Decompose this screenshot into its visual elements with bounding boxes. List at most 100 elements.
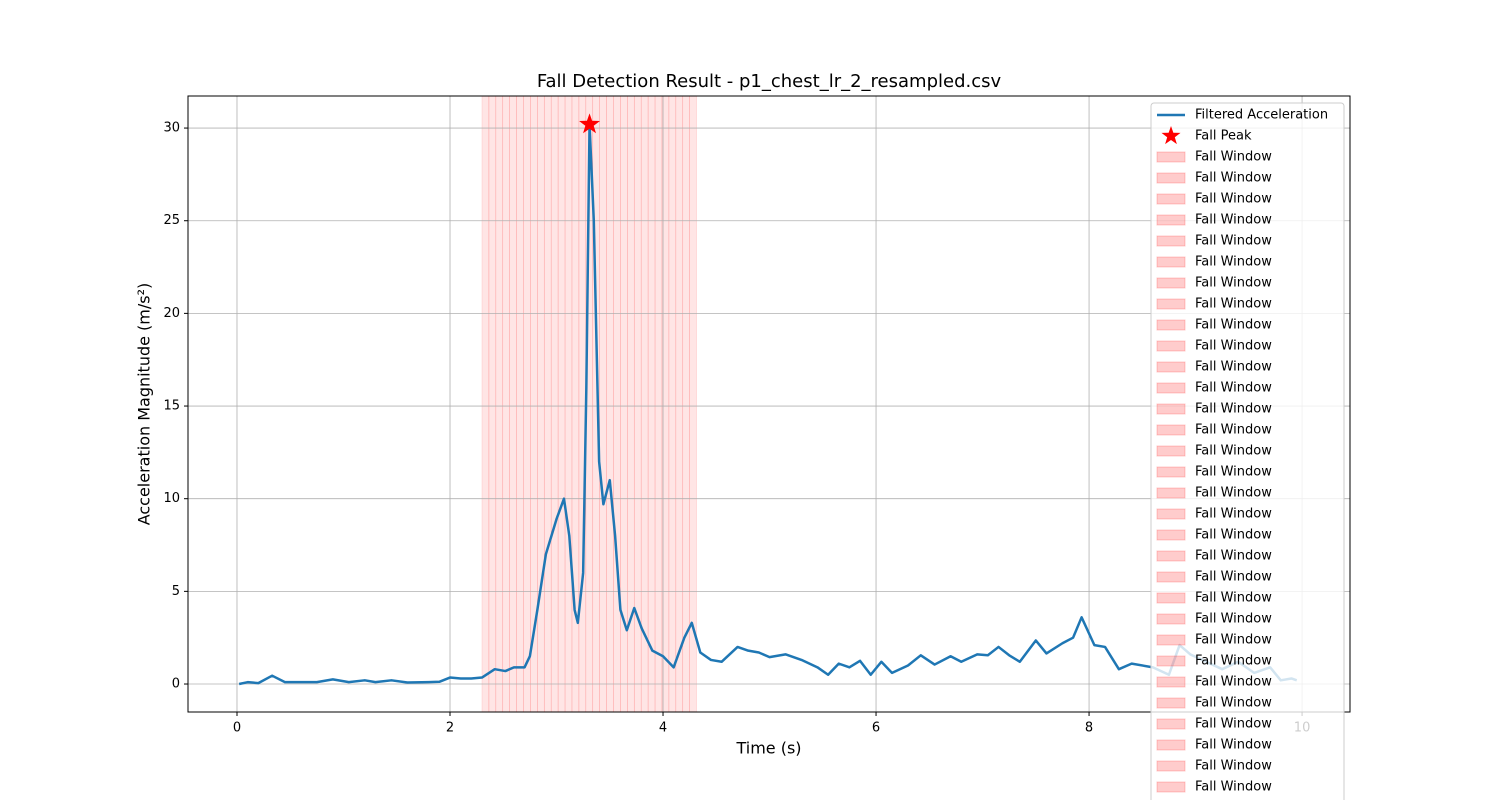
- legend-label: Fall Window: [1195, 780, 1272, 795]
- legend-label: Fall Window: [1195, 696, 1272, 711]
- legend-swatch: [1156, 571, 1186, 583]
- legend-label: Fall Window: [1195, 570, 1272, 585]
- y-tick-label: 0: [172, 677, 180, 692]
- legend-label: Fall Window: [1195, 276, 1272, 291]
- legend-swatch: [1156, 235, 1186, 247]
- legend-swatch: [1156, 172, 1186, 184]
- x-axis-label: Time (s): [735, 739, 801, 758]
- x-tick-label: 6: [872, 721, 880, 736]
- fall-window: [481, 95, 490, 713]
- y-tick-label: 25: [163, 213, 180, 228]
- legend-swatch: [1156, 466, 1186, 478]
- legend-swatch: [1156, 508, 1186, 520]
- plot-frame: [187, 95, 1351, 713]
- legend-star: [1161, 126, 1181, 145]
- legend-swatch: [1156, 760, 1186, 772]
- legend-swatch: [1156, 655, 1186, 667]
- legend-swatch: [1156, 424, 1186, 436]
- x-tick-label: 4: [659, 721, 667, 736]
- chart-title: Fall Detection Result - p1_chest_lr_2_re…: [537, 71, 1002, 92]
- legend-swatch: [1156, 403, 1186, 415]
- legend-swatch: [1156, 277, 1186, 289]
- legend-label: Fall Window: [1195, 507, 1272, 522]
- legend-label: Fall Window: [1195, 150, 1272, 165]
- legend-swatch: [1156, 718, 1186, 730]
- legend-label: Fall Window: [1195, 591, 1272, 606]
- fall-window: [488, 95, 497, 713]
- y-tick-label: 10: [163, 491, 180, 506]
- legend-label: Fall Window: [1195, 318, 1272, 333]
- legend-box: [1150, 102, 1345, 800]
- legend-swatch: [1156, 550, 1186, 562]
- legend-label: Fall Window: [1195, 255, 1272, 270]
- fall-window: [682, 95, 690, 713]
- line: [238, 123, 1298, 686]
- legend-swatch: [1156, 445, 1186, 457]
- legend-swatch: [1156, 781, 1186, 793]
- y-axis-label: Acceleration Magnitude (m/s²): [135, 283, 154, 526]
- legend-label: Fall Window: [1195, 339, 1272, 354]
- legend-swatch: [1156, 634, 1186, 646]
- legend-swatch: [1156, 298, 1186, 310]
- legend-swatch: [1156, 214, 1186, 226]
- x-tick-label: 0: [233, 721, 241, 736]
- legend-label: Fall Window: [1195, 360, 1272, 375]
- legend-swatch: [1156, 151, 1186, 163]
- fall-window: [516, 95, 524, 713]
- legend-label: Fall Window: [1195, 759, 1272, 774]
- legend-label: Fall Window: [1195, 213, 1272, 228]
- legend-swatch: [1156, 697, 1186, 709]
- legend-label: Filtered Acceleration: [1195, 108, 1328, 123]
- legend-swatch: [1156, 487, 1186, 499]
- legend-label: Fall Window: [1195, 423, 1272, 438]
- y-tick-label: 20: [163, 306, 180, 321]
- legend-label: Fall Window: [1195, 444, 1272, 459]
- fall-window: [578, 95, 587, 713]
- legend-swatch: [1156, 361, 1186, 373]
- legend-label: Fall Window: [1195, 528, 1272, 543]
- legend-label: Fall Window: [1195, 654, 1272, 669]
- fall-window: [606, 95, 614, 713]
- y-tick-label: 5: [172, 584, 180, 599]
- fall-window: [557, 95, 566, 713]
- fall-window: [613, 95, 621, 713]
- legend-swatch: [1156, 256, 1186, 268]
- legend-label: Fall Window: [1195, 717, 1272, 732]
- fall-window: [550, 95, 559, 713]
- fall-window: [564, 95, 573, 713]
- legend-label: Fall Window: [1195, 402, 1272, 417]
- legend-swatch: [1156, 676, 1186, 688]
- legend-label: Fall Window: [1195, 381, 1272, 396]
- legend-label: Fall Window: [1195, 549, 1272, 564]
- fall-window: [523, 95, 531, 713]
- legend-swatch: [1156, 319, 1186, 331]
- fall-window: [537, 95, 545, 713]
- legend-label: Fall Window: [1195, 486, 1272, 501]
- legend-swatch: [1156, 193, 1186, 205]
- legend-swatch: [1156, 529, 1186, 541]
- legend-swatch: [1156, 382, 1186, 394]
- legend-swatch: [1156, 739, 1186, 751]
- legend-label: Fall Window: [1195, 171, 1272, 186]
- legend-label: Fall Window: [1195, 192, 1272, 207]
- x-tick-label: 8: [1085, 721, 1093, 736]
- fall-window: [689, 95, 697, 713]
- fall-window: [675, 95, 684, 713]
- fall-window: [654, 95, 663, 713]
- fall-window: [647, 95, 656, 713]
- fall-window: [668, 95, 677, 713]
- legend-label: Fall Window: [1195, 234, 1272, 249]
- legend-label: Fall Window: [1195, 738, 1272, 753]
- x-tick-label: 2: [446, 721, 454, 736]
- fall-window: [640, 95, 649, 713]
- y-tick-label: 30: [163, 121, 180, 136]
- fall-window: [543, 95, 552, 713]
- legend-swatch: [1156, 592, 1186, 604]
- fall-window: [502, 95, 510, 713]
- y-tick-label: 15: [163, 399, 180, 414]
- fall-window: [509, 95, 517, 713]
- fall-peak: [579, 113, 600, 134]
- legend-label: Fall Window: [1195, 612, 1272, 627]
